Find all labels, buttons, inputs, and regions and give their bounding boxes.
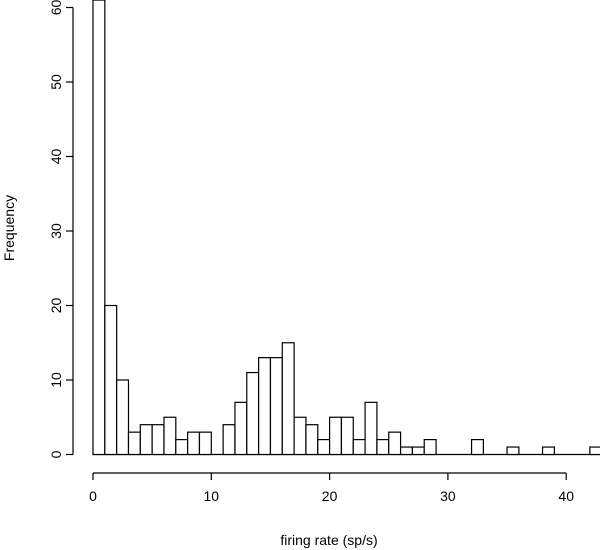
histogram-bar — [317, 439, 331, 456]
x-tick-label: 0 — [89, 488, 97, 504]
histogram-bar — [399, 446, 414, 456]
histogram-bar — [376, 439, 390, 456]
histogram-bar — [541, 446, 555, 456]
y-axis: 0 10 20 30 40 50 60 — [48, 0, 74, 458]
histogram-bar — [258, 357, 272, 456]
y-tick-label: 40 — [48, 149, 64, 165]
histogram-bar — [364, 401, 378, 456]
y-tick-label: 50 — [48, 74, 64, 90]
histogram-bar — [198, 431, 212, 456]
histogram-bar — [104, 304, 118, 456]
histogram-bar — [329, 416, 343, 456]
y-tick-label: 10 — [48, 372, 64, 388]
histogram-bar — [305, 424, 319, 456]
y-tick-label: 0 — [48, 450, 64, 458]
histogram-bar — [163, 416, 177, 456]
histogram-bar — [293, 416, 307, 456]
x-tick-label: 40 — [558, 488, 574, 504]
histogram-bar — [139, 424, 153, 456]
histogram-bar — [222, 424, 236, 456]
x-tick-label: 20 — [322, 488, 338, 504]
histogram-bar — [281, 342, 295, 456]
y-axis-title: Frequency — [1, 195, 17, 261]
histogram-bar — [92, 0, 106, 456]
y-tick-label: 30 — [48, 223, 64, 239]
x-tick-label: 30 — [440, 488, 456, 504]
x-axis-title: firing rate (sp/s) — [280, 532, 377, 548]
bars-group — [92, 0, 600, 456]
histogram-bar — [411, 446, 425, 456]
histogram-bar — [187, 431, 201, 456]
histogram-bar — [127, 431, 141, 456]
x-tick-label: 10 — [204, 488, 220, 504]
histogram-bar — [269, 357, 283, 456]
histogram-bar — [423, 439, 437, 456]
histogram-bar — [116, 379, 130, 456]
histogram-bar — [175, 439, 189, 456]
histogram-bar — [151, 424, 165, 456]
histogram-bar — [388, 431, 402, 456]
histogram-bar — [470, 439, 484, 456]
y-tick-label: 60 — [48, 0, 64, 15]
histogram-bar — [352, 439, 366, 456]
histogram-bar — [589, 446, 600, 456]
histogram-bar — [234, 401, 248, 456]
histogram-bar — [246, 371, 260, 456]
histogram-bar — [340, 416, 354, 456]
x-axis: 0 10 20 30 40 — [89, 472, 574, 504]
y-tick-label: 20 — [48, 298, 64, 314]
histogram-bar — [506, 446, 520, 456]
